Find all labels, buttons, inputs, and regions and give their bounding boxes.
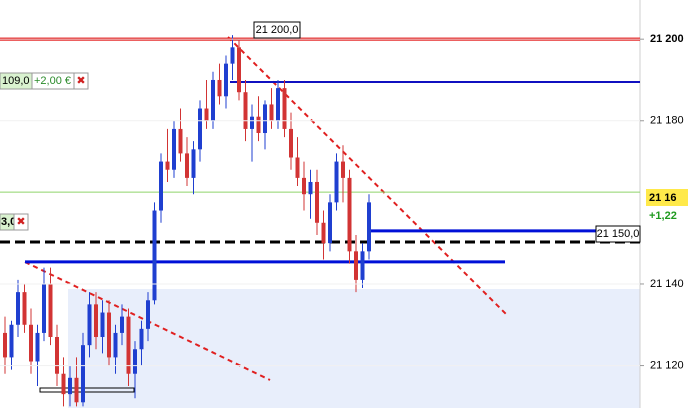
zone [68,289,640,408]
last-price: 21 16 [649,192,677,204]
y-tick-label: 21 140 [650,278,684,290]
change: +1,22 [649,210,677,222]
candle-body [237,47,241,93]
candle-body [42,283,46,333]
candle-body [282,88,287,129]
candle-body [341,161,345,178]
candle-body [87,304,92,346]
candle-body [334,161,339,203]
candle-body [198,108,202,150]
candle-body [256,116,261,134]
annotation: 21 200,0 [256,24,299,36]
price-badge [646,189,688,206]
candle-body [133,349,137,374]
candle-body [81,345,85,403]
candle-body [367,202,371,252]
candle-body [74,377,79,403]
candle-body [159,161,163,211]
candle-body [295,157,300,178]
candle-body [347,177,352,252]
candle-body [113,332,118,358]
candle-body [165,161,170,170]
candle-body [204,108,209,121]
candle-body [146,300,150,329]
order-price: 3,0 [1,216,16,228]
candle-body [35,332,40,362]
y-tick-label: 21 180 [650,115,684,127]
candle-body [29,324,33,362]
candle-body [224,63,228,97]
candle-body [230,47,235,64]
candle-body [68,377,72,395]
candle-body [107,312,111,358]
candle-body [9,324,14,358]
candle-body [328,202,332,244]
candle-body [211,79,215,121]
candle-body [120,316,124,333]
candle-body [308,181,313,195]
candle-body [354,251,358,280]
close-icon[interactable]: ✖ [16,216,25,228]
candle-body [276,88,280,121]
annotation-box [253,21,301,39]
candle-body [48,283,53,338]
close-icon[interactable]: ✖ [76,75,85,87]
candle-body [217,79,222,97]
candle-body [152,210,157,301]
candle-body [315,181,319,223]
close-button[interactable] [13,213,29,231]
candle-body [16,292,20,325]
candle-body [250,116,254,129]
candle-body [269,104,274,121]
box [39,387,135,393]
candle-body [61,373,66,395]
candle-body [360,251,365,280]
candle-body [55,337,59,374]
candle-body [243,92,248,129]
y-tick-label: 21 200 [650,33,684,45]
trendline [227,36,509,317]
candle-body [22,292,27,325]
candle-body [139,328,144,350]
candle-body [178,128,183,154]
candle-body [3,332,7,358]
y-tick-label: 21 120 [650,359,684,371]
candle-body [289,128,293,158]
annotation-box [595,225,641,243]
candle-body [185,153,189,178]
candle-body [172,128,176,170]
order-price: 109,0 [2,75,30,87]
candle-body [302,177,306,195]
order-pnl: +2,00 € [34,75,71,87]
annotation: 21 150,0 [597,228,640,240]
candle-body [321,222,326,244]
candle-body [94,304,98,338]
candle-body [191,149,196,178]
candle-body [263,104,267,134]
close-button[interactable] [73,72,89,90]
candle-body [126,316,131,374]
candle-body [100,312,105,338]
